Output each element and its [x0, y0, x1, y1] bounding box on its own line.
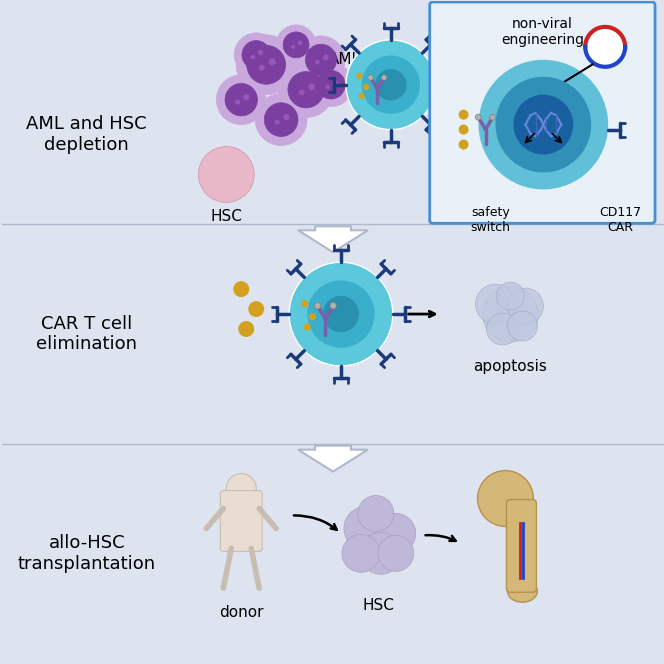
Circle shape — [359, 93, 365, 99]
Circle shape — [216, 75, 266, 125]
Circle shape — [297, 41, 303, 45]
Circle shape — [325, 85, 330, 89]
Circle shape — [225, 84, 258, 116]
Circle shape — [297, 36, 345, 84]
Circle shape — [264, 103, 298, 137]
FancyBboxPatch shape — [507, 499, 537, 592]
Circle shape — [375, 69, 406, 100]
Circle shape — [258, 50, 263, 55]
Circle shape — [234, 33, 278, 77]
Circle shape — [479, 60, 608, 189]
Text: allo-HSC
transplantation: allo-HSC transplantation — [18, 534, 156, 573]
Circle shape — [255, 94, 307, 145]
FancyBboxPatch shape — [430, 2, 655, 223]
Circle shape — [275, 120, 280, 125]
Circle shape — [236, 35, 296, 95]
Circle shape — [242, 41, 270, 69]
Circle shape — [251, 55, 255, 59]
Circle shape — [378, 535, 414, 571]
Circle shape — [475, 284, 515, 324]
Text: safety
switch: safety switch — [471, 207, 511, 234]
Circle shape — [243, 94, 249, 100]
Circle shape — [278, 62, 334, 118]
Circle shape — [381, 75, 387, 80]
Circle shape — [226, 473, 256, 503]
Circle shape — [360, 533, 402, 574]
Circle shape — [233, 281, 249, 297]
Circle shape — [585, 27, 625, 67]
FancyBboxPatch shape — [220, 491, 262, 551]
Circle shape — [475, 114, 481, 120]
Circle shape — [276, 25, 316, 65]
Circle shape — [368, 75, 373, 80]
Circle shape — [309, 313, 316, 320]
Circle shape — [248, 301, 264, 317]
Circle shape — [307, 280, 374, 348]
Ellipse shape — [507, 580, 537, 602]
Circle shape — [308, 84, 315, 90]
Circle shape — [330, 303, 337, 309]
Circle shape — [247, 45, 286, 84]
Circle shape — [299, 90, 305, 96]
Circle shape — [346, 40, 436, 129]
Circle shape — [483, 286, 539, 342]
Circle shape — [315, 60, 320, 64]
Circle shape — [284, 114, 290, 120]
Circle shape — [333, 80, 338, 85]
Text: donor: donor — [219, 605, 264, 620]
Circle shape — [305, 44, 337, 75]
Circle shape — [235, 100, 240, 105]
Circle shape — [309, 63, 353, 107]
Circle shape — [497, 282, 525, 310]
Text: AML and HSC
depletion: AML and HSC depletion — [27, 115, 147, 154]
Polygon shape — [298, 226, 368, 252]
Circle shape — [317, 70, 345, 99]
Polygon shape — [298, 446, 368, 471]
Circle shape — [301, 300, 308, 307]
Text: CD117
CAR: CD117 CAR — [599, 207, 641, 234]
Circle shape — [459, 139, 469, 149]
Circle shape — [459, 110, 469, 120]
Text: non-viral
engineering: non-viral engineering — [501, 17, 584, 47]
Circle shape — [487, 313, 519, 345]
Text: HSC: HSC — [363, 598, 395, 614]
Circle shape — [490, 114, 496, 120]
Circle shape — [323, 54, 329, 60]
Circle shape — [323, 296, 359, 332]
Circle shape — [199, 147, 254, 203]
Circle shape — [376, 513, 416, 553]
Circle shape — [283, 32, 309, 58]
Circle shape — [357, 72, 363, 79]
Circle shape — [513, 95, 573, 155]
Text: CAR T cell
elimination: CAR T cell elimination — [37, 315, 137, 353]
Circle shape — [507, 311, 537, 341]
Circle shape — [314, 303, 321, 309]
Circle shape — [259, 65, 265, 71]
Circle shape — [477, 471, 533, 527]
Circle shape — [268, 58, 276, 65]
Text: HSC: HSC — [210, 209, 242, 224]
Circle shape — [362, 56, 420, 114]
Circle shape — [358, 495, 394, 531]
Circle shape — [363, 84, 369, 90]
Circle shape — [342, 535, 380, 572]
Circle shape — [495, 77, 591, 173]
Text: apoptosis: apoptosis — [473, 359, 547, 374]
Circle shape — [459, 125, 469, 135]
Circle shape — [288, 72, 324, 108]
Circle shape — [303, 323, 311, 331]
Circle shape — [289, 262, 393, 366]
Circle shape — [344, 507, 388, 550]
Circle shape — [507, 288, 543, 324]
Text: AML: AML — [329, 52, 361, 67]
Circle shape — [291, 45, 295, 49]
Circle shape — [238, 321, 254, 337]
